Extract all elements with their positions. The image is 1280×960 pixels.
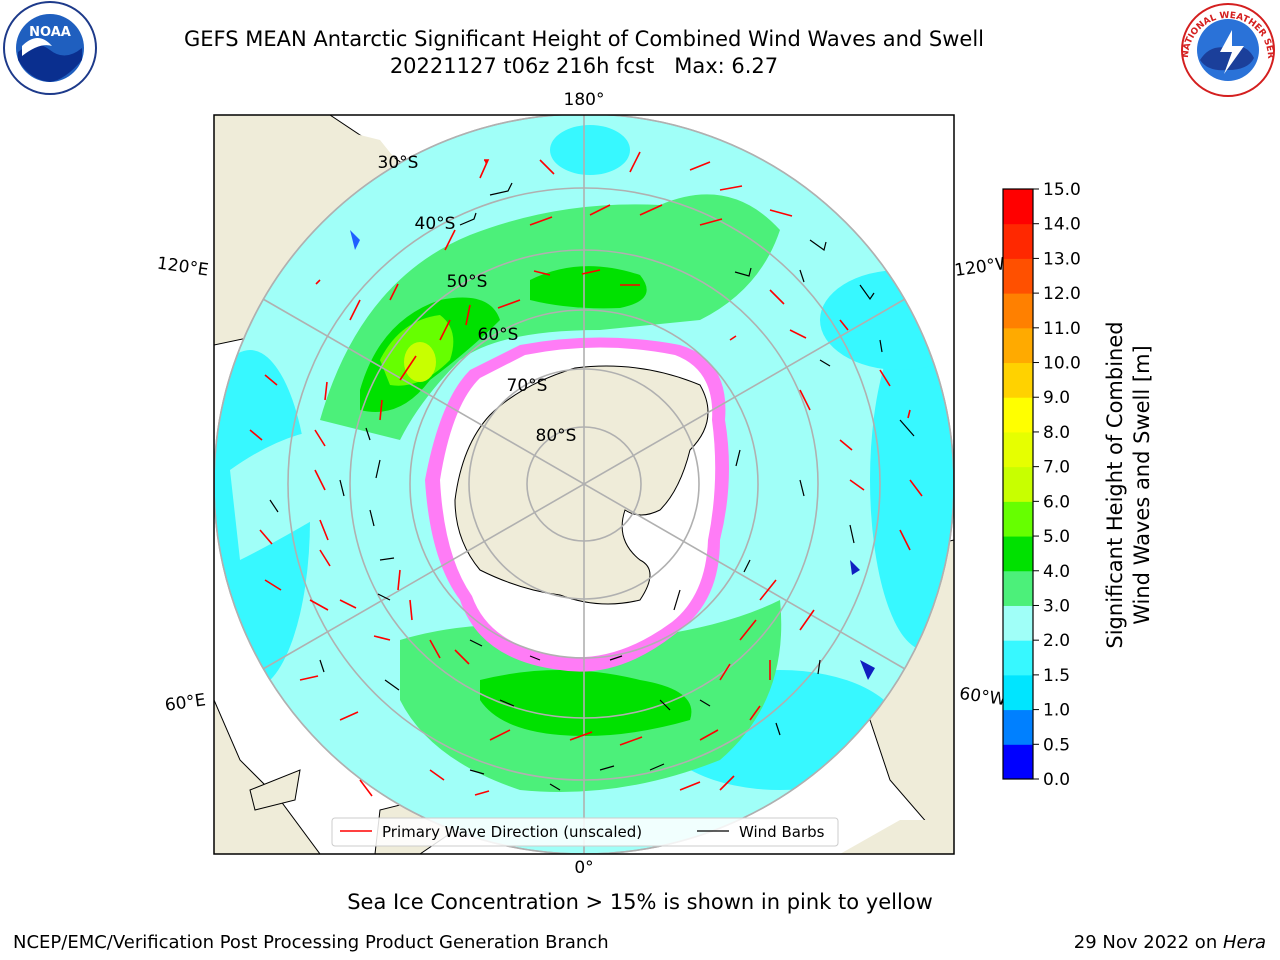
colorbar-tick-label: 2.0	[1043, 631, 1070, 651]
footer-date: 29 Nov 2022 on Hera	[1074, 932, 1266, 953]
lat-label-30s: 30°S	[378, 153, 419, 173]
colorbar-tick-label: 6.0	[1043, 492, 1070, 512]
map-legend: Primary Wave Direction (unscaled) Wind B…	[331, 817, 839, 847]
colorbar-band	[1003, 293, 1033, 329]
colorbar-frame	[1002, 188, 1034, 780]
colorbar-band	[1003, 570, 1033, 606]
nws-logo: NATIONAL WEATHER SERVICE	[0, 0, 1275, 97]
colorbar-band	[1003, 709, 1033, 745]
lat-label-50s: 50°S	[447, 272, 488, 292]
colorbar-ticks: 0.0 0.5 1.0 1.5 2.0 3.0 4.0 5.0 6.0 7.0 8.0 9.0 10.0…	[1033, 180, 1081, 790]
colorbar-band	[1003, 605, 1033, 641]
chart-subtitle: 20221127 t06z 216h fcst Max: 6.27	[389, 54, 779, 78]
noaa-logo: NOAA	[3, 1, 97, 95]
legend-barb-label: Wind Barbs	[739, 823, 825, 841]
sea-ice-note: Sea Ice Concentration > 15% is shown in …	[347, 890, 933, 914]
footer-date-text: 29 Nov 2022 on	[1073, 932, 1223, 953]
colorbar-band	[1003, 640, 1033, 676]
lat-label-70s: 70°S	[507, 376, 548, 396]
colorbar-tick-label: 0.5	[1043, 735, 1070, 755]
colorbar-tick-label: 15.0	[1043, 180, 1081, 200]
colorbar-tick-label: 14.0	[1043, 215, 1081, 235]
colorbar-tick-label: 10.0	[1043, 354, 1081, 374]
colorbar-band	[1003, 536, 1033, 572]
colorbar-tick-label: 13.0	[1043, 249, 1081, 269]
map-frame	[213, 114, 955, 855]
graticule	[214, 115, 954, 854]
colorbar-tick-label: 12.0	[1043, 284, 1081, 304]
colorbar-band	[1003, 431, 1033, 468]
colorbar-band	[1003, 189, 1033, 225]
colorbar-tick-label: 1.5	[1043, 666, 1070, 686]
colorbar-bands	[1003, 189, 1033, 780]
colorbar-label-line2: Wind Waves and Swell [m]	[1130, 345, 1154, 625]
colorbar-band	[1003, 744, 1033, 780]
colorbar-tick-label: 7.0	[1043, 458, 1070, 478]
colorbar-tick-label: 4.0	[1043, 562, 1070, 582]
colorbar-tick-label: 3.0	[1043, 596, 1070, 616]
lat-label-80s: 80°S	[536, 426, 577, 446]
colorbar-band	[1003, 327, 1033, 364]
colorbar-band	[1003, 362, 1033, 398]
lon-label-180: 180°	[564, 90, 605, 110]
footer-host: Hera	[1222, 932, 1266, 953]
lat-label-60s: 60°S	[478, 325, 519, 345]
colorbar-band	[1003, 674, 1033, 711]
wind-barbs	[269, 182, 915, 791]
legend-wave-label: Primary Wave Direction (unscaled)	[382, 823, 642, 841]
colorbar-label-line1: Significant Height of Combined	[1103, 321, 1127, 648]
chart-title: GEFS MEAN Antarctic Significant Height o…	[183, 27, 985, 51]
colorbar-tick-label: 8.0	[1043, 423, 1070, 443]
colorbar-tick-label: 0.0	[1043, 770, 1070, 790]
colorbar-tick-label: 1.0	[1043, 701, 1070, 721]
colorbar-tick-label: 5.0	[1043, 527, 1070, 547]
noaa-logo-text: NOAA	[29, 25, 71, 40]
lat-label-40s: 40°S	[415, 214, 456, 234]
colorbar-band	[1003, 258, 1033, 294]
wave-direction-arrows	[249, 151, 923, 797]
colorbar-tick-label: 9.0	[1043, 388, 1070, 408]
colorbar-band	[1003, 501, 1033, 537]
colorbar-band	[1003, 466, 1033, 502]
footer-branch: NCEP/EMC/Verification Post Processing Pr…	[13, 932, 609, 953]
colorbar-band	[1003, 223, 1033, 259]
colorbar-band	[1003, 397, 1033, 433]
colorbar-tick-label: 11.0	[1043, 319, 1081, 339]
lon-label-0: 0°	[574, 858, 593, 878]
